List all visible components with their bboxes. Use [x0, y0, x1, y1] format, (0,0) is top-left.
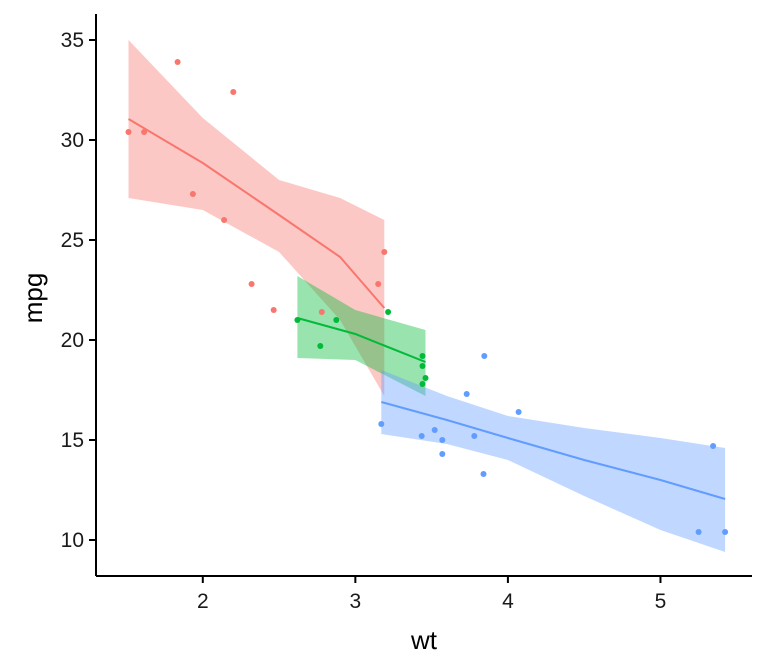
y-tick-label: 15	[61, 429, 84, 452]
data-point-group-1-0	[125, 129, 132, 135]
confidence-band-group-3	[381, 370, 726, 552]
data-point-group-3-9	[515, 409, 522, 415]
data-point-group-3-6	[471, 433, 478, 439]
fit-line-group-3	[381, 401, 726, 500]
data-point-group-2-6	[419, 381, 426, 387]
data-point-group-1-5	[230, 89, 237, 95]
x-tick-label: 4	[502, 590, 514, 613]
y-tick-label: 35	[61, 29, 84, 52]
data-point-group-1-10	[381, 249, 388, 255]
data-point-group-3-7	[480, 471, 487, 477]
data-point-group-3-4	[439, 451, 446, 457]
data-point-group-1-4	[221, 217, 228, 223]
data-point-group-3-8	[481, 353, 488, 359]
data-point-group-3-1	[418, 433, 425, 439]
axes: 2 3 4 5 10 15 20 25 30 35	[61, 14, 752, 613]
data-point-group-1-9	[375, 281, 382, 287]
data-point-group-1-7	[270, 307, 277, 313]
y-tick-label: 10	[61, 529, 84, 552]
data-point-group-1-2	[174, 59, 181, 65]
data-point-group-2-1	[317, 343, 324, 349]
y-tick-label: 20	[61, 329, 84, 352]
y-axis-title: mpg	[18, 273, 48, 324]
data-point-group-1-6	[248, 281, 255, 287]
x-tick-label: 5	[655, 590, 667, 613]
confidence-band-group-1	[128, 40, 385, 396]
data-point-group-2-3	[385, 309, 392, 315]
data-point-group-3-0	[378, 421, 385, 427]
data-point-group-3-3	[439, 437, 446, 443]
data-point-group-3-5	[463, 391, 470, 397]
data-point-group-3-12	[722, 529, 729, 535]
data-point-group-3-2	[431, 427, 438, 433]
data-point-group-2-7	[422, 375, 429, 381]
data-point-group-1-8	[318, 309, 325, 315]
x-axis-title: wt	[410, 625, 438, 655]
data-point-group-2-4	[419, 363, 426, 369]
x-tick-label: 3	[350, 590, 362, 613]
data-point-group-1-1	[141, 129, 148, 135]
y-tick-label: 30	[61, 129, 84, 152]
fit-line-group-1	[127, 118, 386, 309]
data-point-group-2-5	[419, 353, 426, 359]
data-point-group-3-11	[710, 443, 717, 449]
data-point-group-2-2	[333, 317, 340, 323]
x-tick-label: 2	[197, 590, 209, 613]
y-tick-label: 25	[61, 229, 84, 252]
plot-area	[125, 40, 729, 552]
fit-line-group-2	[297, 317, 426, 363]
data-point-group-1-3	[189, 191, 196, 197]
data-point-group-3-10	[695, 529, 702, 535]
